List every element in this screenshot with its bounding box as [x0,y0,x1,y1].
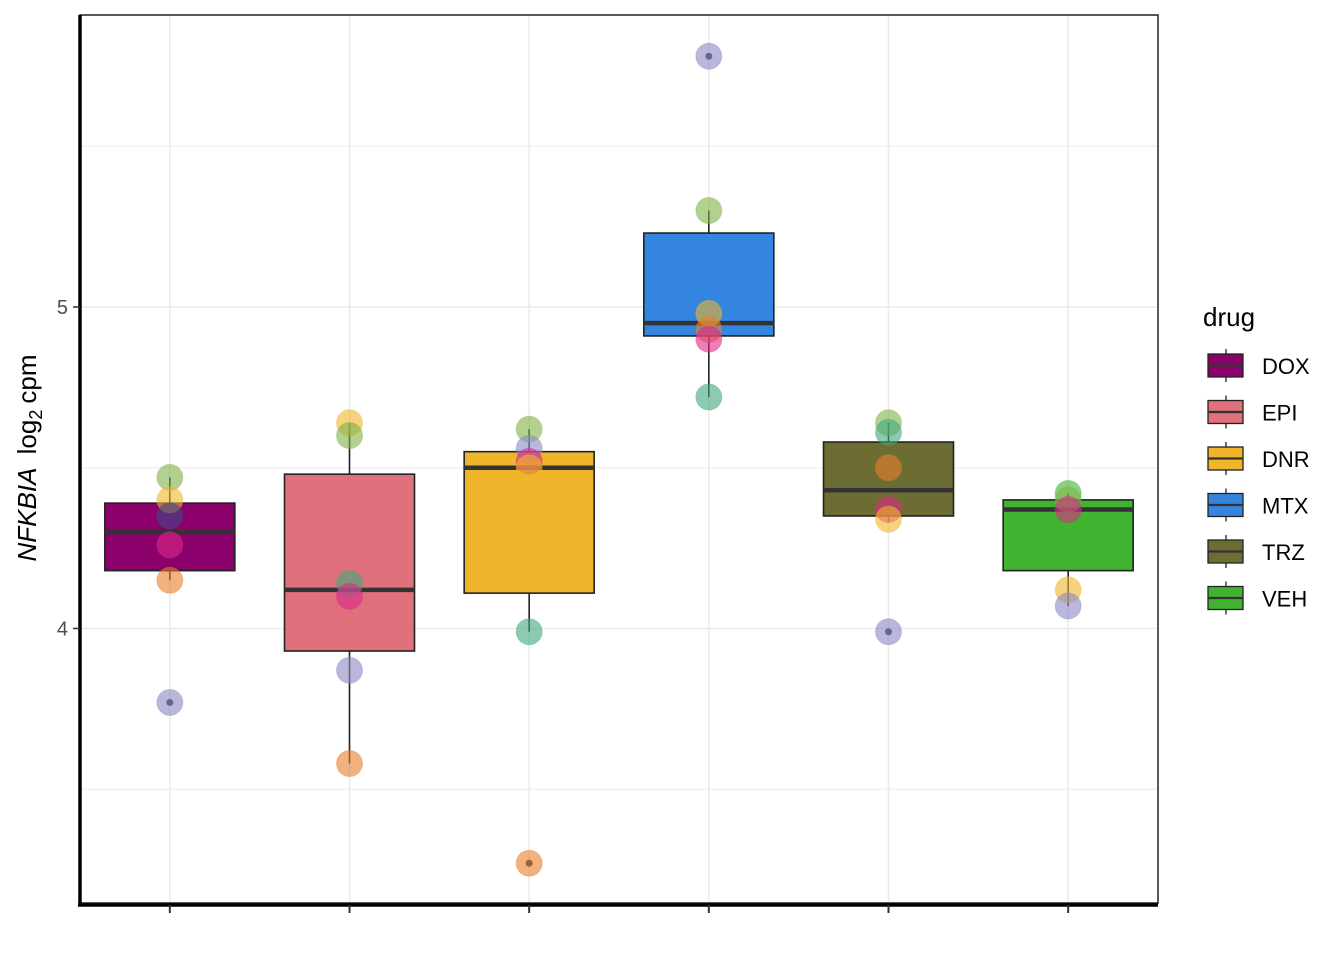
sample-point [156,688,184,716]
legend-item-dnr: DNR [1207,442,1310,475]
sample-point [515,849,543,877]
legend-label: TRZ [1262,540,1305,565]
y-axis-label: NFKBIA log2 cpm [12,355,46,562]
legend-item-veh: VEH [1207,581,1307,615]
sample-point [156,531,184,559]
y-axis-unit: cpm [12,355,42,404]
sample-point [875,418,902,446]
legend-item-mtx: MTX [1207,488,1309,522]
y-axis-gene: NFKBIA [12,468,42,562]
point-layer [156,42,1082,877]
points-dox [156,463,184,716]
points-veh [1054,479,1082,620]
points-dnr [515,415,543,877]
legend-item-dox: DOX [1207,349,1310,382]
sample-point [515,618,543,646]
points-trz [875,409,902,646]
legend: drug DOX EPI DNR MTX TRZ VEH [1203,302,1310,615]
legend-items: DOX EPI DNR MTX TRZ VEH [1207,349,1310,615]
sample-point [156,502,184,530]
legend-label: VEH [1262,587,1307,612]
sample-point [875,618,902,646]
y-tick-label: 5 [57,297,68,319]
points-mtx [695,42,723,411]
sample-point [875,505,902,533]
legend-item-trz: TRZ [1207,535,1305,568]
plot-panel [80,15,1158,903]
sample-point [695,42,723,70]
sample-point [515,454,543,482]
legend-label: DOX [1262,354,1310,379]
box-epi [283,422,416,764]
legend-item-epi: EPI [1207,395,1297,429]
y-axis-log-base: 2 [26,410,46,420]
sample-point [1054,496,1082,524]
sample-point [695,197,723,225]
sample-point [875,454,902,482]
axis-layer: 45 [57,14,1159,913]
legend-label: EPI [1262,401,1297,426]
sample-point [156,566,184,594]
legend-title: drug [1203,302,1255,332]
sample-point [336,750,363,778]
grid-layer [80,15,1158,903]
sample-point [695,383,723,411]
y-tick-label: 4 [57,619,68,641]
box-body [283,473,416,652]
y-axis-log: log [12,420,42,455]
sample-point [336,582,363,610]
sample-point [336,656,363,684]
legend-label: DNR [1262,447,1310,472]
sample-point [695,325,723,353]
sample-point [336,422,363,450]
sample-point [1054,592,1082,620]
legend-label: MTX [1262,494,1309,519]
points-epi [336,409,363,778]
